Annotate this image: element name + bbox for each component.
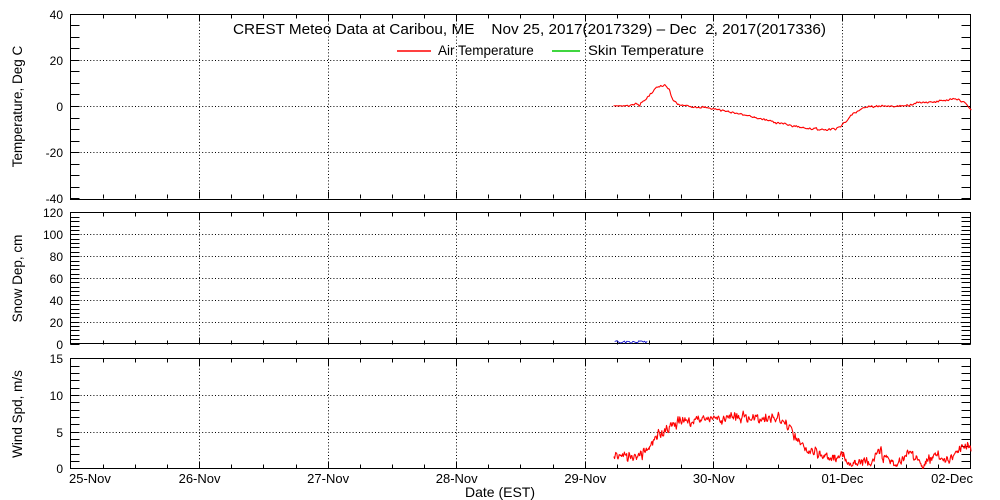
svg-text:0: 0 — [56, 100, 63, 114]
svg-text:02-Dec: 02-Dec — [931, 471, 973, 486]
svg-text:120: 120 — [43, 206, 63, 220]
svg-text:26-Nov: 26-Nov — [179, 471, 221, 486]
svg-text:29-Nov: 29-Nov — [564, 471, 606, 486]
svg-text:Wind Spd, m/s: Wind Spd, m/s — [10, 370, 25, 458]
svg-text:-40: -40 — [46, 192, 64, 206]
svg-text:Temperature, Deg C: Temperature, Deg C — [10, 45, 25, 167]
svg-text:20: 20 — [50, 54, 64, 68]
svg-text:0: 0 — [56, 338, 63, 352]
svg-text:Skin Temperature: Skin Temperature — [588, 43, 704, 58]
svg-text:25-Nov: 25-Nov — [69, 471, 111, 486]
svg-text:27-Nov: 27-Nov — [307, 471, 349, 486]
svg-text:-20: -20 — [46, 146, 64, 160]
svg-text:0: 0 — [56, 462, 63, 476]
svg-text:Air Temperature: Air Temperature — [438, 43, 534, 58]
svg-text:Snow Dep, cm: Snow Dep, cm — [10, 235, 25, 323]
svg-text:40: 40 — [50, 294, 64, 308]
svg-text:100: 100 — [43, 228, 63, 242]
svg-text:10: 10 — [50, 389, 64, 403]
svg-text:30-Nov: 30-Nov — [693, 471, 735, 486]
svg-text:15: 15 — [50, 352, 64, 366]
svg-text:40: 40 — [50, 8, 64, 22]
svg-text:CREST Meteo Data at Caribou, M: CREST Meteo Data at Caribou, ME Nov 25, … — [233, 21, 826, 38]
svg-text:60: 60 — [50, 272, 64, 286]
svg-text:5: 5 — [56, 426, 63, 440]
svg-text:01-Dec: 01-Dec — [821, 471, 863, 486]
svg-text:Date (EST): Date (EST) — [465, 484, 535, 500]
svg-text:20: 20 — [50, 316, 64, 330]
svg-text:80: 80 — [50, 250, 64, 264]
